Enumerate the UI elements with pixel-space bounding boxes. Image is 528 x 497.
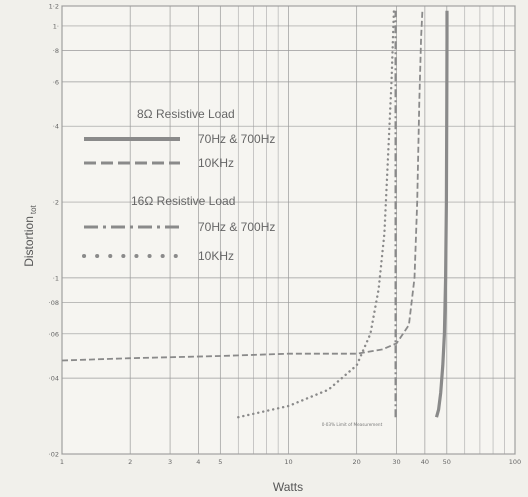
x-axis-title: Watts xyxy=(273,480,303,494)
y-tick-label-0: ·02 xyxy=(49,451,59,459)
y-axis-title: Distortion tot xyxy=(22,204,38,266)
y-tick-label-1: ·04 xyxy=(49,375,59,383)
x-tick-label-2: 3 xyxy=(168,458,172,466)
legend-group-title-16ohm: 16Ω Resistive Load xyxy=(131,194,235,208)
legend-label-8ohm-10khz: 10KHz xyxy=(198,156,234,170)
legend-label-8ohm-70hz: 70Hz & 700Hz xyxy=(198,132,275,146)
y-axis-title-subscript: tot xyxy=(29,204,38,214)
y-tick-label-3: ·08 xyxy=(49,299,59,307)
x-tick-label-4: 5 xyxy=(218,458,222,466)
x-tick-label-3: 4 xyxy=(196,458,200,466)
x-tick-label-5: 10 xyxy=(284,458,292,466)
series-line-0 xyxy=(434,10,449,418)
y-axis-title-main: Distortion xyxy=(22,216,36,267)
svg-text:Distortiontot: Distortion tot xyxy=(22,204,38,266)
y-tick-label-4: ·1 xyxy=(53,274,59,282)
x-tick-label-0: 1 xyxy=(60,458,64,466)
series-lines xyxy=(61,9,449,419)
y-tick-label-5: ·2 xyxy=(53,199,59,207)
x-tick-label-6: 20 xyxy=(353,458,361,466)
y-tick-label-2: ·06 xyxy=(49,330,59,338)
x-tick-label-10: 100 xyxy=(509,458,521,466)
y-tick-label-7: ·6 xyxy=(53,78,59,86)
x-tick-label-8: 40 xyxy=(421,458,429,466)
y-tick-label-8: ·8 xyxy=(53,47,59,55)
legend-group-title-8ohm: 8Ω Resistive Load xyxy=(137,107,235,121)
x-tick-label-7: 30 xyxy=(392,458,400,466)
legend: 8Ω Resistive Load 70Hz & 700Hz 10KHz 16Ω… xyxy=(82,107,275,263)
x-tick-label-1: 2 xyxy=(128,458,132,466)
series-line-3 xyxy=(237,9,396,419)
tick-labels: 1 2 3 4 5 10 20 30 40 50 100 ·02 ·04 ·06 ·08 ·1 ·2 ·4 ·6 ·8… xyxy=(49,3,522,467)
measurement-limit-note: 0·03% Limit of Measurement xyxy=(322,422,383,427)
y-tick-label-9: 1· xyxy=(53,22,59,30)
x-tick-label-9: 50 xyxy=(443,458,451,466)
y-tick-label-10: 1·2 xyxy=(49,3,59,11)
series-line-1 xyxy=(61,10,424,362)
legend-label-16ohm-70hz: 70Hz & 700Hz xyxy=(198,220,275,234)
y-tick-label-6: ·4 xyxy=(53,123,59,131)
legend-label-16ohm-10khz: 10KHz xyxy=(198,249,234,263)
